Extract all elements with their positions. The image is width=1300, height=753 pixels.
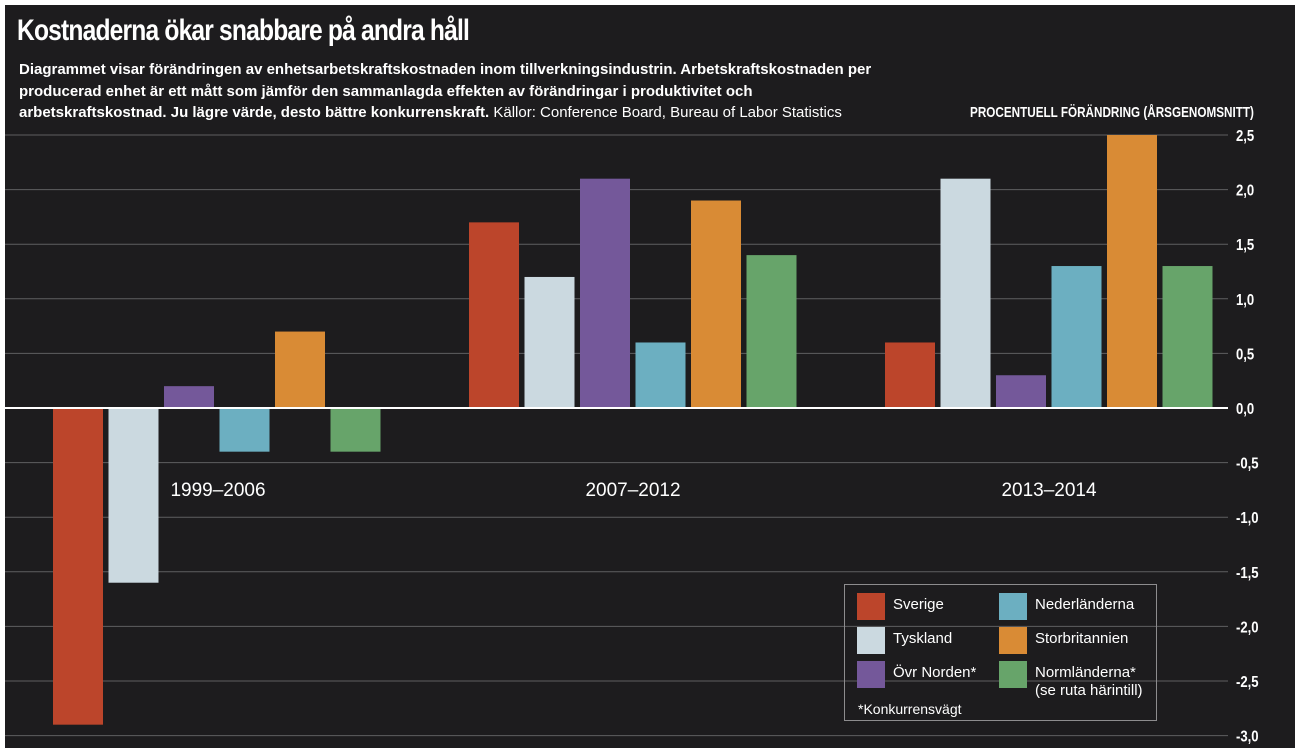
category-labels: 1999–2006 2007–2012 2013–2014 (170, 480, 1097, 501)
y-tick-label: -2,0 (1236, 619, 1259, 636)
y-tick-label: -0,5 (1236, 455, 1259, 472)
bar-sverige-0 (53, 408, 103, 725)
y-tick-label: 0,5 (1236, 346, 1254, 363)
bars (53, 135, 1213, 725)
y-tick-label: -1,5 (1236, 565, 1259, 582)
bar-storbritannien-1 (691, 200, 741, 408)
legend-footnote: *Konkurrensvägt (858, 701, 962, 717)
legend-item-sverige: Sverige (857, 593, 944, 620)
legend-item-tyskland: Tyskland (857, 627, 952, 654)
chart-description: Diagrammet visar förändringen av enhetsa… (19, 59, 879, 124)
bar-normländerna-2 (1162, 266, 1213, 408)
legend-swatch-sverige (857, 593, 885, 620)
bar-tyskland-1 (524, 276, 575, 408)
y-tick-labels: 2,5 2,0 1,5 1,0 0,5 0,0 -0,5 -1,0 -1,5 -2,0 -2,5 -3… (1236, 128, 1259, 746)
bar-övr-norden-2 (996, 375, 1046, 408)
bar-sverige-2 (885, 342, 935, 408)
bar-normländerna-1 (746, 255, 797, 408)
source-text: Källor: Conference Board, Bureau of Labo… (493, 104, 842, 121)
legend: Sverige Tyskland Övr Norden* Nederländer… (844, 584, 1157, 721)
legend-item-ovr-norden: Övr Norden* (857, 661, 976, 688)
category-label: 1999–2006 (170, 480, 265, 501)
legend-swatch-tyskland (857, 627, 885, 654)
legend-item-nederlanderna: Nederländerna (999, 593, 1134, 620)
category-label: 2013–2014 (1001, 480, 1097, 501)
legend-label: Sverige (893, 596, 944, 613)
legend-label: Tyskland (893, 630, 953, 647)
legend-label: Övr Norden* (893, 664, 977, 681)
bar-nederländerna-2 (1051, 266, 1102, 408)
legend-label: Normländerna* (se ruta härintill) (1035, 664, 1143, 699)
legend-item-storbritannien: Storbritannien (999, 627, 1128, 654)
legend-label: Nederländerna (1035, 596, 1135, 613)
y-tick-label: 1,5 (1236, 237, 1254, 254)
y-tick-label: -2,5 (1236, 674, 1259, 691)
bar-nederländerna-0 (219, 408, 270, 452)
bar-sverige-1 (469, 222, 519, 408)
legend-swatch-normlanderna (999, 661, 1027, 688)
bar-nederländerna-1 (635, 342, 686, 408)
chart-title: Kostnaderna ökar snabbare på andra håll (17, 14, 470, 47)
legend-swatch-ovr-norden (857, 661, 885, 688)
y-tick-label: 0,0 (1236, 401, 1254, 418)
gridlines (5, 134, 1228, 737)
bar-tyskland-2 (940, 178, 991, 408)
bar-övr-norden-1 (580, 178, 630, 408)
category-label: 2007–2012 (585, 480, 680, 501)
bar-tyskland-0 (108, 408, 159, 583)
bar-övr-norden-0 (164, 386, 214, 408)
y-tick-label: -1,0 (1236, 510, 1259, 527)
legend-label: Storbritannien (1035, 630, 1129, 647)
legend-swatch-nederlanderna (999, 593, 1027, 620)
y-axis-label: PROCENTUELL FÖRÄNDRING (ÅRSGENOMSNITT) (970, 104, 1254, 121)
y-tick-label: 2,0 (1236, 182, 1254, 199)
y-tick-label: 2,5 (1236, 128, 1254, 145)
description-text: Diagrammet visar förändringen av enhetsa… (19, 61, 872, 121)
bar-storbritannien-2 (1107, 135, 1157, 408)
legend-item-normlanderna: Normländerna* (se ruta härintill) (999, 661, 1155, 700)
bar-storbritannien-0 (275, 331, 325, 408)
bar-normländerna-0 (330, 408, 381, 452)
y-tick-label: -3,0 (1236, 728, 1259, 745)
legend-swatch-storbritannien (999, 627, 1027, 654)
y-tick-label: 1,0 (1236, 292, 1254, 309)
